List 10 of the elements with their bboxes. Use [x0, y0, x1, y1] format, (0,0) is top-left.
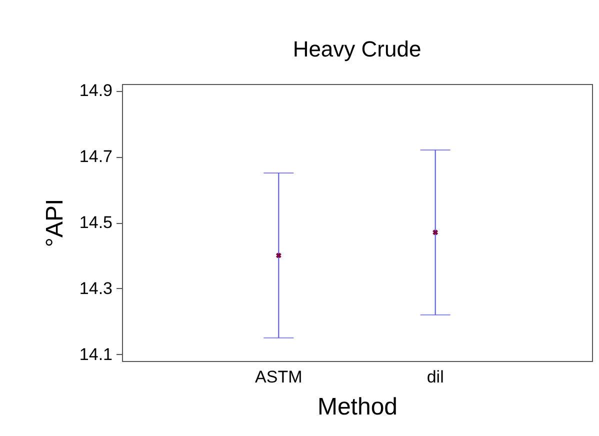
- y-tick-label: 14.1: [79, 344, 112, 364]
- x-axis-title: Method: [317, 394, 398, 420]
- y-axis-title: °API: [41, 198, 68, 248]
- y-tick-label: 14.5: [79, 213, 112, 232]
- y-tick-label: 14.7: [79, 147, 112, 166]
- chart-title: Heavy Crude: [292, 36, 422, 62]
- x-tick-label: dil: [426, 368, 444, 386]
- y-tick-label: 14.3: [79, 278, 112, 298]
- x-tick-label: ASTM: [255, 368, 302, 386]
- y-tick-label: 14.9: [79, 81, 112, 100]
